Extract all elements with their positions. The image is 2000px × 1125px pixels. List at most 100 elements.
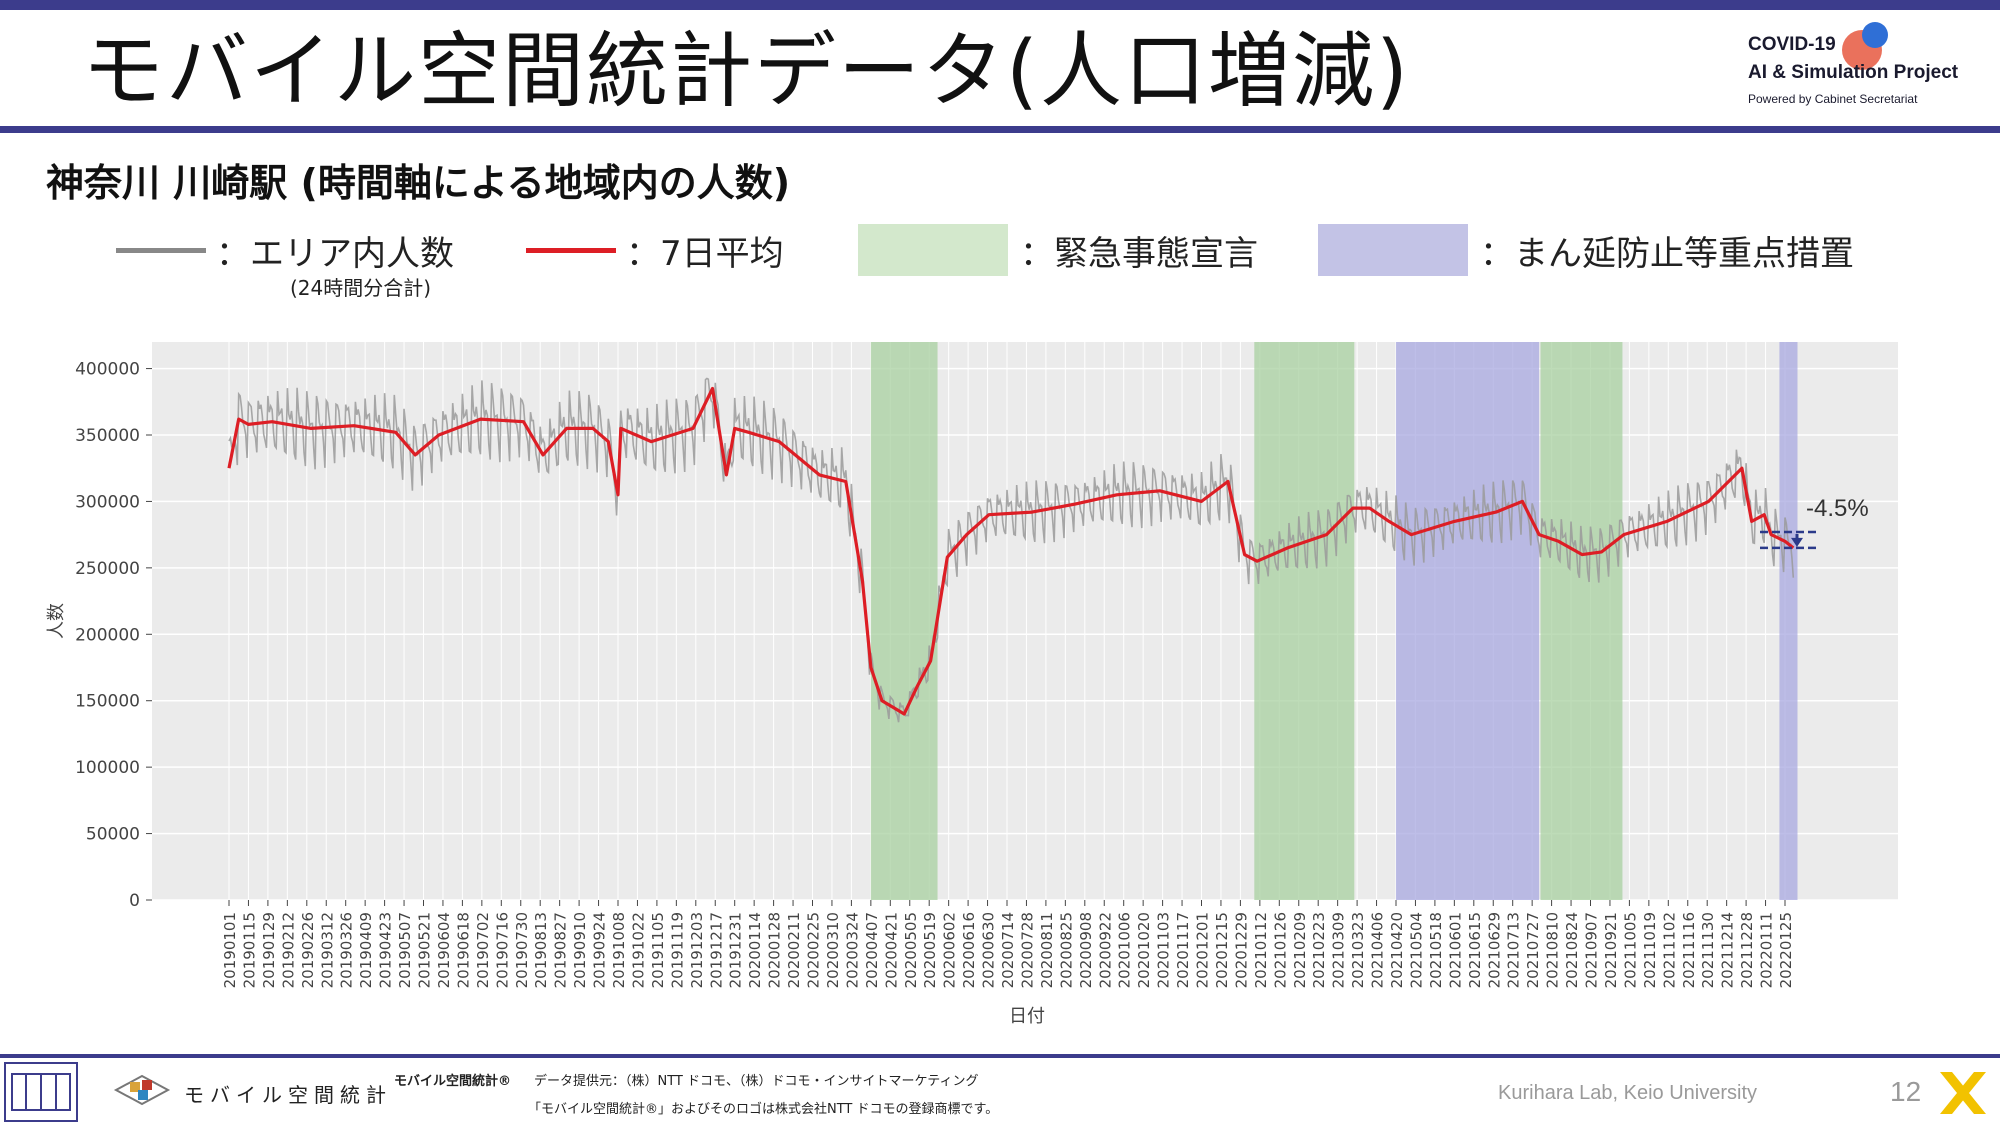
x-tick-label: 20211214 (1719, 912, 1737, 988)
shaded-period (1779, 342, 1798, 900)
legend-label: ：エリア内人数 (216, 233, 454, 274)
y-tick-label: 350000 (75, 426, 140, 446)
x-tick-label: 20191231 (727, 912, 745, 988)
legend-item-7day-average: ：7日平均 (526, 220, 784, 280)
x-tick-label: 20201201 (1194, 912, 1212, 988)
shaded-period (870, 342, 938, 900)
x-tick-label: 20210420 (1388, 912, 1406, 988)
x-tick-label: 20210615 (1466, 912, 1484, 988)
y-tick-label: 50000 (86, 825, 140, 845)
top-accent-bar (0, 0, 2000, 10)
legend-item-area-count: ：エリア内人数 (116, 220, 454, 280)
x-tick-label: 20190507 (396, 912, 414, 988)
x-tick-label: 20210309 (1330, 912, 1348, 988)
shaded-period (1396, 342, 1540, 900)
x-tick-label: 20210209 (1291, 912, 1309, 988)
annotation-label: -4.5% (1806, 495, 1869, 522)
legend-swatch-green-rect (858, 224, 1008, 276)
x-tick-label: 20191008 (610, 912, 628, 988)
x-tick-label: 20211005 (1621, 912, 1639, 988)
x-tick-label: 20210629 (1485, 912, 1503, 988)
x-tick-label: 20200310 (824, 912, 842, 988)
shaded-period (1254, 342, 1355, 900)
data-provider: データ提供元：（株）NTT ドコモ、（株）ドコモ・インサイトマーケティング (534, 1074, 979, 1089)
x-tick-label: 20190827 (552, 912, 570, 988)
lab-name: Kurihara Lab, Keio University (1498, 1082, 1758, 1104)
covid-ai-project-logo: COVID-19 AI & Simulation Project Powered… (1740, 22, 1980, 117)
shaded-period (1540, 342, 1623, 900)
brand-mark: モバイル空間統計® (394, 1074, 512, 1089)
x-tick-label: 20190326 (338, 912, 356, 988)
x-tick-label: 20190813 (532, 912, 550, 988)
x-tick-label: 20190618 (454, 912, 472, 988)
page-title: モバイル空間統計データ(人口増減) (82, 24, 1410, 119)
legend-label: ：7日平均 (626, 233, 784, 274)
x-tick-label: 20190129 (260, 912, 278, 988)
legend-swatch-purple-rect (1318, 224, 1468, 276)
x-tick-label: 20200128 (766, 912, 784, 988)
x-tick-label: 20210713 (1505, 912, 1523, 988)
x-tick-label: 20201006 (1116, 912, 1134, 988)
cube-logo-icon (113, 1074, 171, 1106)
legend-item-emergency: ：緊急事態宣言 (858, 220, 1258, 280)
x-tick-label: 20200922 (1096, 912, 1114, 988)
x-tick-label: 20201117 (1174, 912, 1192, 988)
x-tick-label: 20191217 (707, 912, 725, 988)
x-tick-label: 20210223 (1310, 912, 1328, 988)
annotation-arrow-head (1791, 537, 1803, 547)
x-tick-label: 20211116 (1680, 912, 1698, 988)
x-tick-label: 20200602 (941, 912, 959, 988)
x-tick-label: 20210323 (1349, 912, 1367, 988)
x-tick-label: 20190730 (513, 912, 531, 988)
x-tick-label: 20200114 (746, 912, 764, 988)
x-tick-label: 20190702 (474, 912, 492, 988)
x-tick-label: 20211102 (1660, 912, 1678, 988)
x-tick-label: 20200825 (1057, 912, 1075, 988)
x-tick-label: 20210126 (1271, 912, 1289, 988)
x-tick-label: 20210824 (1563, 912, 1581, 988)
chart-container: 0 50000 100000 150000 200000 250000 300000 3500… (0, 330, 2000, 1040)
x-tick-label: 20200908 (1077, 912, 1095, 988)
x-tick-label: 20200630 (980, 912, 998, 988)
x-tick-label: 20190212 (279, 912, 297, 988)
x-tick-label: 20210518 (1427, 912, 1445, 988)
y-tick-label: 200000 (75, 625, 140, 645)
x-tick-label: 20210112 (1252, 912, 1270, 988)
y-tick-label: 400000 (75, 360, 140, 380)
plot-background (152, 342, 1898, 900)
chart-subtitle: 神奈川 川崎駅 (時間軸による地域内の人数) (46, 161, 791, 205)
footer: モバイル空間統計 モバイル空間統計® データ提供元：（株）NTT ドコモ、（株）… (0, 1060, 2000, 1125)
x-tick-label: 20200225 (805, 912, 823, 988)
x-tick-label: 20210921 (1602, 912, 1620, 988)
legend-label: ：まん延防止等重点措置 (1480, 233, 1854, 274)
title-divider (0, 126, 2000, 133)
x-tick-label: 20220111 (1758, 912, 1776, 988)
series-line-area-count (228, 377, 1795, 723)
x-tick-label: 20191119 (668, 912, 686, 988)
x-tick-label: 20200324 (843, 912, 861, 988)
x-tick-label: 20200407 (863, 912, 881, 988)
legend-swatch-red-line (526, 247, 616, 253)
x-tick-label: 20200505 (902, 912, 920, 988)
x-tick-label: 20191022 (629, 912, 647, 988)
x-tick-label: 20200616 (960, 912, 978, 988)
x-tick-label: 20190423 (377, 912, 395, 988)
x-tick-label: 20200714 (999, 912, 1017, 988)
x-tick-label: 20201215 (1213, 912, 1231, 988)
x-tick-label: 20190101 (221, 912, 239, 988)
x-tick-label: 20210727 (1524, 912, 1542, 988)
legend-label: ：緊急事態宣言 (1020, 233, 1258, 274)
x-tick-label: 20191203 (688, 912, 706, 988)
logo-wordmark: モバイル空間統計 (184, 1082, 392, 1107)
x-tick-label: 20200519 (921, 912, 939, 988)
logo-line1: COVID-19 (1748, 34, 1836, 55)
x-tick-label: 20190409 (357, 912, 375, 988)
x-tick-label: 20201229 (1232, 912, 1250, 988)
series-line-7day-average (227, 386, 1795, 716)
x-tick-label: 20190716 (493, 912, 511, 988)
logo-line2: AI & Simulation Project (1748, 62, 1959, 83)
footer-divider (0, 1054, 2000, 1058)
x-tick-label: 20210601 (1446, 912, 1464, 988)
page-number: 12 (1890, 1076, 1922, 1107)
legend: ：エリア内人数 (24時間分合計) ：7日平均 ：緊急事態宣言 ：まん延防止等重… (0, 220, 2000, 300)
